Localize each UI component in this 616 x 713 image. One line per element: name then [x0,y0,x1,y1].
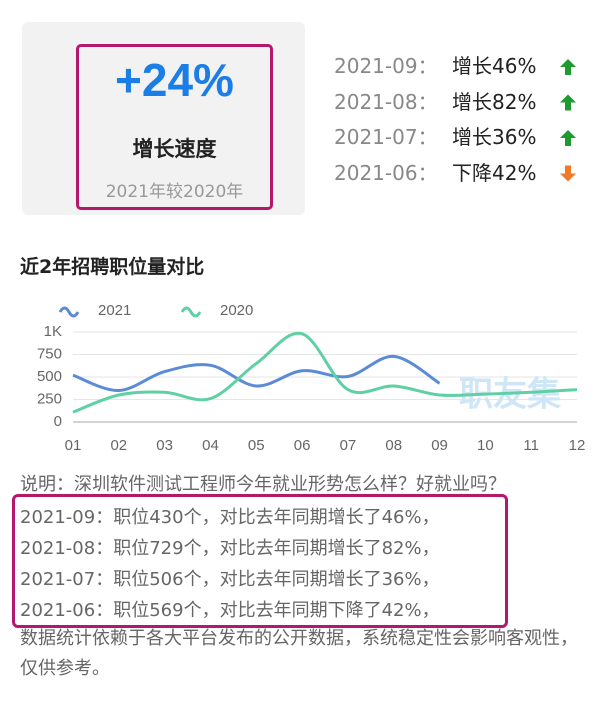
legend-label: 2021 [98,302,131,319]
change: 增长82% [452,89,537,114]
growth-label: 增长速度 [132,137,217,161]
arrow-icon [560,94,576,111]
note-line: 2021-08：职位729个，对比去年同期增长了82%， [20,538,440,559]
x-tick-label: 01 [65,437,82,454]
change: 增长36% [452,125,537,149]
summary-row: 2021-09： 增长46% [334,51,536,81]
note-footer: 数据统计依赖于各大平台发布的公开数据，系统稳定性会影响客观性，仅供参考。 [20,628,578,679]
growth-value: +24% [115,54,234,106]
summary-row: 2021-08： 增长82% [334,87,536,117]
change: 下降42% [452,160,537,185]
note-line: 2021-06：职位569个，对比去年同期下降了42%， [20,600,440,621]
note-line: 2021-07：职位506个，对比去年同期增长了36%， [20,569,440,590]
x-tick-label: 07 [340,437,357,454]
summary-row: 2021-07： 增长36% [334,122,536,152]
period: 2021-07： [334,125,438,149]
x-tick-label: 12 [569,437,586,454]
x-tick-label: 09 [431,437,448,454]
change: 增长46% [452,54,537,78]
period: 2021-09： [334,54,438,78]
x-tick-label: 02 [110,437,127,454]
legend-icon [180,306,202,318]
arrow-icon [560,59,576,75]
period: 2021-08： [334,89,438,114]
series-line [72,354,441,393]
y-tick-label: 750 [37,345,62,362]
period: 2021-06： [334,160,438,185]
y-tick-label: 500 [37,368,62,385]
legend-label: 2020 [220,302,253,319]
note-highlight-box [12,494,508,628]
arrow-icon [560,130,576,146]
x-tick-label: 05 [248,437,265,454]
y-tick-label: 250 [37,390,62,407]
x-tick-label: 10 [477,437,494,454]
x-tick-label: 03 [156,437,173,454]
summary-row: 2021-06： 下降42% [334,158,536,188]
x-tick-label: 04 [202,437,219,454]
highlight-box: +24% 增长速度 2021年较2020年 [76,44,273,210]
growth-sub: 2021年较2020年 [105,182,244,202]
y-tick-label: 1K [44,323,62,340]
x-tick-label: 08 [385,437,402,454]
x-tick-label: 06 [294,437,311,454]
arrow-icon [560,165,576,182]
x-tick-label: 11 [523,437,539,454]
series-line [72,331,578,414]
y-tick-label: 0 [54,413,62,430]
note-line: 2021-09：职位430个，对比去年同期增长了46%， [20,507,440,528]
section-title: 近2年招聘职位量对比 [20,256,205,278]
note-intro: 说明：深圳软件测试工程师今年就业形势怎么样？好就业吗？ [20,474,506,495]
legend-icon [58,306,80,318]
summary-card [22,22,305,215]
